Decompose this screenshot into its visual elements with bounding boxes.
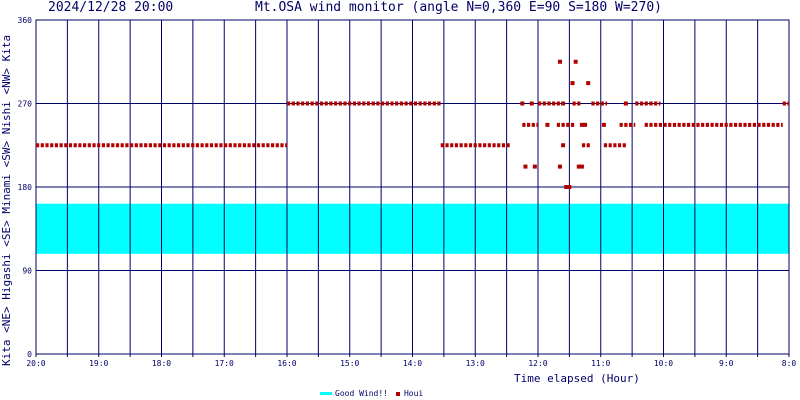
- x-tick-label: 11:0: [591, 359, 610, 368]
- houi-point: [557, 164, 562, 169]
- houi-point: [561, 143, 566, 148]
- x-tick-label: 10:0: [654, 359, 673, 368]
- houi-point: [583, 122, 588, 127]
- chart-title: Mt.OSA wind monitor (angle N=0,360 E=90 …: [255, 0, 662, 15]
- houi-point: [573, 59, 578, 64]
- houi-point: [529, 101, 534, 106]
- x-tick-label: 17:0: [215, 359, 234, 368]
- houi-point: [579, 122, 584, 127]
- houi-point: [520, 101, 525, 106]
- x-tick-label: 18:0: [152, 359, 171, 368]
- houi-point: [586, 81, 591, 86]
- x-tick-label: 8:0: [782, 359, 797, 368]
- houi-point: [567, 185, 572, 189]
- legend-good-wind-label: Good Wind!!: [335, 389, 388, 398]
- houi-point: [545, 122, 550, 127]
- x-axis-label: Time elapsed (Hour): [514, 372, 640, 385]
- timestamp: 2024/12/28 20:00: [48, 0, 174, 15]
- houi-point: [601, 122, 606, 127]
- x-tick-label: 16:0: [277, 359, 296, 368]
- y-tick-label: 270: [18, 100, 33, 109]
- grid-layer: [35, 19, 790, 355]
- houi-point: [557, 59, 562, 64]
- houi-point: [576, 164, 581, 169]
- y-tick-label: 360: [18, 16, 33, 25]
- houi-point: [561, 101, 566, 106]
- legend: Good Wind!! Houi: [320, 389, 423, 398]
- legend-houi-swatch: [395, 391, 400, 396]
- x-tick-label: 14:0: [403, 359, 422, 368]
- x-tick-label: 19:0: [89, 359, 108, 368]
- houi-point: [564, 185, 569, 189]
- direction-axis-label: Kita <NE> Higashi <SE> Minami <SW> Nishi…: [0, 34, 13, 366]
- x-tick-label: 9:0: [719, 359, 734, 368]
- y-tick-label: 0: [27, 350, 32, 359]
- y-tick-label: 180: [18, 183, 33, 192]
- houi-data-layer: [36, 59, 789, 189]
- x-tick-label: 13:0: [466, 359, 485, 368]
- houi-point: [579, 164, 584, 169]
- houi-point: [570, 81, 575, 86]
- tick-label-layer: 0 90 180 270 360 20:0 19:0 18:0 17:0 16:0 15:0 14:0…: [18, 16, 797, 368]
- x-tick-label: 12:0: [528, 359, 547, 368]
- houi-point: [532, 164, 537, 169]
- houi-point: [623, 101, 628, 106]
- y-tick-label: 90: [22, 267, 32, 276]
- legend-good-wind-swatch: [320, 392, 332, 395]
- houi-point: [523, 164, 528, 169]
- x-tick-label: 20:0: [26, 359, 45, 368]
- legend-houi-label: Houi: [403, 389, 424, 398]
- x-tick-label: 15:0: [340, 359, 359, 368]
